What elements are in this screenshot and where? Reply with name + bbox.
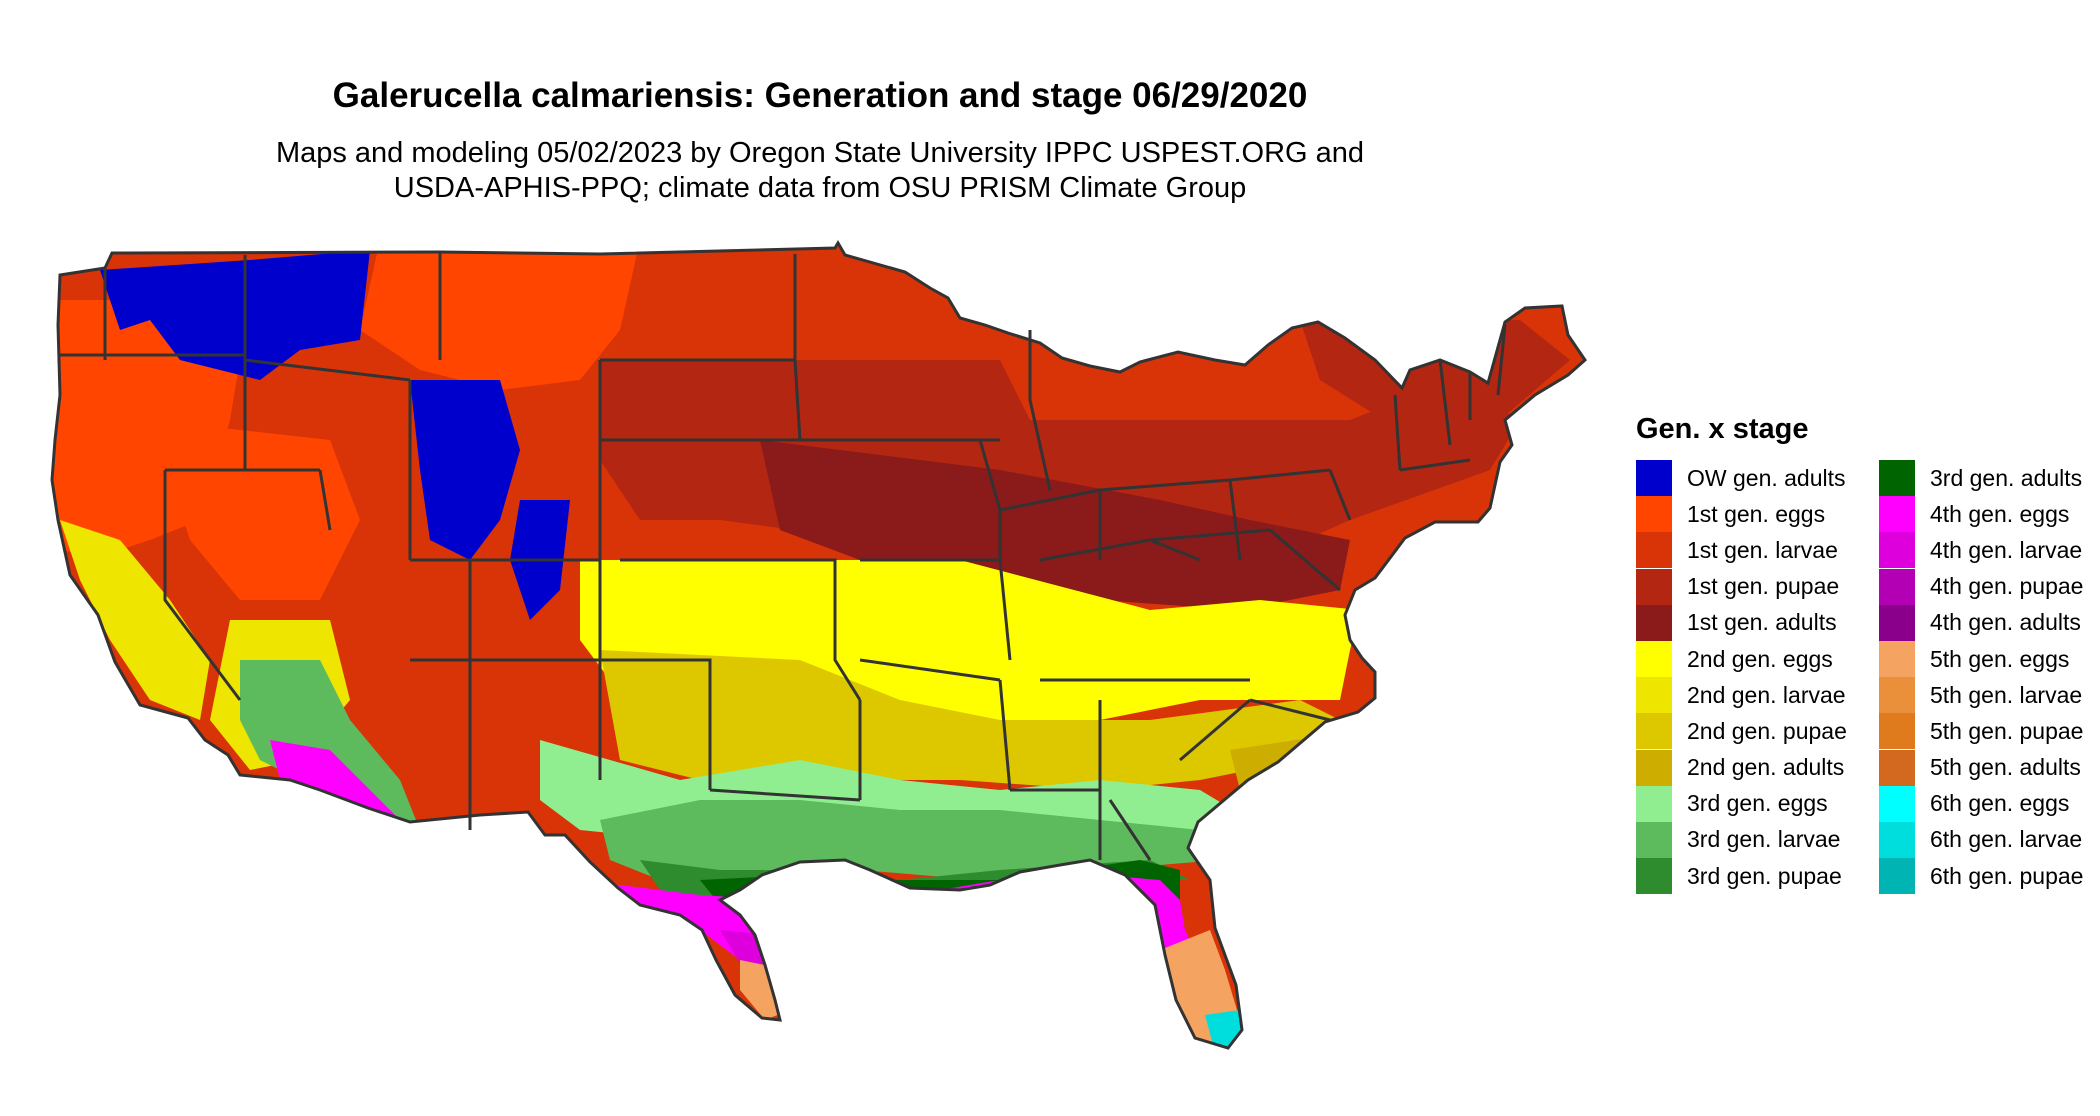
legend-label: 6th gen. eggs: [1930, 790, 2070, 817]
legend-item: 3rd gen. eggs: [1636, 785, 1867, 822]
legend: Gen. x stage OW gen. adults 1st gen. egg…: [1636, 413, 2100, 895]
legend-swatch: [1879, 604, 1915, 641]
legend-label: 1st gen. pupae: [1687, 573, 1840, 600]
legend-label: 2nd gen. larvae: [1687, 681, 1846, 708]
legend-swatch: [1636, 749, 1672, 786]
legend-swatch: [1879, 713, 1915, 750]
legend-item: 4th gen. larvae: [1879, 532, 2100, 569]
state-borders: [50, 241, 1587, 1050]
legend-title: Gen. x stage: [1636, 413, 1809, 445]
legend-item: 5th gen. eggs: [1879, 641, 2100, 678]
legend-item: 1st gen. eggs: [1636, 496, 1867, 533]
legend-label: 5th gen. larvae: [1930, 681, 2083, 708]
map-subtitle: Maps and modeling 05/02/2023 by Oregon S…: [0, 136, 1640, 206]
legend-label: OW gen. adults: [1687, 464, 1846, 491]
legend-item: 4th gen. pupae: [1879, 568, 2100, 605]
legend-label: 4th gen. larvae: [1930, 536, 2083, 563]
legend-label: 2nd gen. adults: [1687, 754, 1845, 781]
legend-label: 2nd gen. pupae: [1687, 717, 1847, 744]
legend-label: 3rd gen. pupae: [1687, 862, 1842, 889]
legend-item: 6th gen. eggs: [1879, 785, 2100, 822]
legend-item: 2nd gen. eggs: [1636, 641, 1867, 678]
legend-swatch: [1636, 496, 1672, 533]
map-title: Galerucella calmariensis: Generation and…: [332, 76, 1308, 115]
legend-label: 3rd gen. adults: [1930, 464, 2083, 491]
legend-label: 4th gen. adults: [1930, 609, 2081, 636]
legend-label: 3rd gen. eggs: [1687, 790, 1828, 817]
legend-label: 1st gen. eggs: [1687, 500, 1826, 527]
legend-item: 4th gen. eggs: [1879, 496, 2100, 533]
legend-swatch: [1636, 858, 1672, 895]
legend-item: 5th gen. adults: [1879, 749, 2100, 786]
legend-item: 2nd gen. larvae: [1636, 677, 1867, 714]
legend-item: 2nd gen. pupae: [1636, 713, 1867, 750]
legend-label: 5th gen. pupae: [1930, 717, 2084, 744]
legend-item: 4th gen. adults: [1879, 604, 2100, 641]
legend-item: 6th gen. pupae: [1879, 858, 2100, 895]
legend-swatch: [1879, 858, 1915, 895]
legend-item: 6th gen. larvae: [1879, 821, 2100, 858]
legend-label: 1st gen. adults: [1687, 609, 1837, 636]
legend-item: 2nd gen. adults: [1636, 749, 1867, 786]
legend-swatch: [1879, 821, 1915, 858]
legend-swatch: [1879, 496, 1915, 533]
legend-label: 6th gen. larvae: [1930, 826, 2083, 853]
legend-swatch: [1636, 713, 1672, 750]
legend-swatch: [1879, 460, 1915, 497]
us-generation-stage-map: [50, 241, 1587, 1050]
legend-swatch: [1636, 821, 1672, 858]
legend-swatch: [1636, 641, 1672, 678]
legend-swatch: [1879, 785, 1915, 822]
legend-column-2: 3rd gen. adults 4th gen. eggs 4th gen. l…: [1879, 460, 2100, 895]
legend-swatch: [1636, 460, 1672, 497]
legend-swatch: [1636, 568, 1672, 605]
legend-item: 5th gen. larvae: [1879, 677, 2100, 714]
legend-item: 3rd gen. pupae: [1636, 858, 1867, 895]
legend-swatch: [1636, 604, 1672, 641]
legend-swatch: [1879, 532, 1915, 569]
legend-label: 5th gen. adults: [1930, 754, 2081, 781]
legend-item: 1st gen. pupae: [1636, 568, 1867, 605]
legend-item: 5th gen. pupae: [1879, 713, 2100, 750]
legend-label: 1st gen. larvae: [1687, 536, 1838, 563]
legend-item: 3rd gen. larvae: [1636, 821, 1867, 858]
legend-swatch: [1636, 785, 1672, 822]
legend-column-1: OW gen. adults 1st gen. eggs 1st gen. la…: [1636, 460, 1867, 895]
legend-swatch: [1879, 677, 1915, 714]
legend-label: 4th gen. pupae: [1930, 573, 2084, 600]
legend-label: 3rd gen. larvae: [1687, 826, 1841, 853]
legend-label: 2nd gen. eggs: [1687, 645, 1833, 672]
legend-swatch: [1636, 677, 1672, 714]
subtitle-line-1: Maps and modeling 05/02/2023 by Oregon S…: [275, 137, 1365, 169]
legend-swatch: [1879, 749, 1915, 786]
legend-item: 1st gen. adults: [1636, 604, 1867, 641]
legend-swatch: [1879, 641, 1915, 678]
legend-item: OW gen. adults: [1636, 460, 1867, 497]
legend-swatch: [1879, 568, 1915, 605]
legend-item: 3rd gen. adults: [1879, 460, 2100, 497]
subtitle-line-2: USDA-APHIS-PPQ; climate data from OSU PR…: [393, 172, 1247, 204]
legend-label: 6th gen. pupae: [1930, 862, 2084, 889]
legend-label: 4th gen. eggs: [1930, 500, 2070, 527]
legend-swatch: [1636, 532, 1672, 569]
legend-label: 5th gen. eggs: [1930, 645, 2070, 672]
legend-item: 1st gen. larvae: [1636, 532, 1867, 569]
legend-columns: OW gen. adults 1st gen. eggs 1st gen. la…: [1636, 460, 2100, 895]
